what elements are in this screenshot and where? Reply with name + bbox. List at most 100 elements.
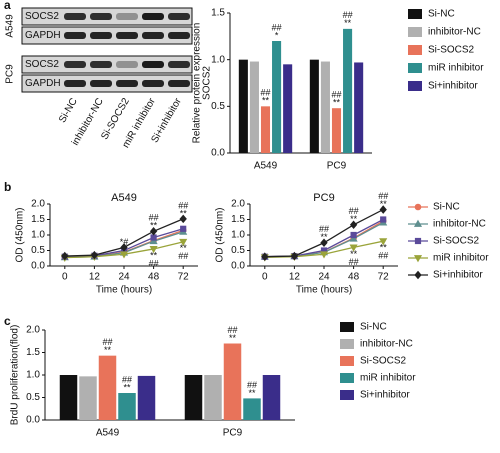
legend-swatch: [408, 81, 422, 91]
marker: [61, 251, 69, 261]
significance-label: **: [333, 98, 341, 108]
marker: [261, 252, 269, 261]
significance-label: **: [248, 388, 256, 398]
y-tick-label: 1.0: [26, 370, 40, 381]
marker: [414, 237, 422, 245]
significance-label: ##: [378, 251, 388, 261]
blot-band: [168, 32, 190, 39]
legend-swatch: [340, 356, 354, 366]
y-tick-label: 2.0: [231, 199, 245, 210]
significance-label: ##: [260, 88, 270, 98]
bar: [260, 106, 271, 153]
blot-band: [116, 32, 138, 39]
x-tick-label: 48: [148, 272, 160, 283]
y-tick-label: 1.5: [31, 214, 45, 225]
bar: [343, 28, 353, 153]
marker: [180, 225, 187, 232]
significance-label: **: [180, 208, 188, 218]
blot-band: [90, 80, 112, 87]
significance-label: **: [350, 249, 358, 259]
blot-band: [90, 13, 112, 20]
panel-label: c: [4, 314, 11, 328]
y-axis-label: OD (450nm): [215, 207, 226, 262]
chart-title: A549: [111, 192, 137, 204]
bar: [283, 64, 293, 153]
marker: [150, 234, 157, 241]
significance-label: ##: [378, 191, 388, 201]
significance-label: ##: [122, 374, 132, 384]
significance-label: ##: [319, 224, 329, 234]
legend-label: inhibitor-NC: [360, 339, 413, 350]
blot-band: [64, 61, 86, 68]
marker: [413, 255, 423, 263]
legend-swatch: [340, 373, 354, 383]
x-tick-label: 24: [318, 272, 330, 283]
legend-label: Si-NC: [433, 202, 460, 213]
marker: [179, 214, 187, 224]
y-tick-label: 1.5: [231, 214, 245, 225]
marker: [119, 251, 129, 259]
significance-label: **: [344, 18, 352, 28]
bar: [79, 376, 97, 420]
marker: [349, 234, 358, 242]
blot-row-label: GAPDH: [25, 30, 61, 41]
y-tick-label: 1.0: [31, 230, 45, 241]
y-axis-label: Relative protein expression: [192, 23, 203, 144]
x-tick-label: 72: [178, 272, 190, 283]
significance-label: **: [350, 214, 358, 224]
y-tick-label: 0.5: [231, 245, 245, 256]
significance-label: **: [150, 221, 158, 231]
significance-label: **: [380, 199, 388, 209]
legend-swatch: [340, 390, 354, 400]
y-tick-label: 2.0: [31, 199, 45, 210]
bar: [204, 375, 222, 420]
significance-label: **: [229, 333, 237, 343]
y-tick-label: 1.5: [211, 8, 225, 19]
blot-band: [116, 61, 138, 68]
marker: [350, 231, 357, 239]
blot-band: [64, 13, 86, 20]
significance-label: *: [275, 30, 279, 40]
significance-label: *#: [120, 237, 129, 247]
marker: [290, 251, 299, 261]
legend-label: Si-SOCS2: [433, 236, 480, 247]
blot-band: [168, 61, 190, 68]
panel-label: b: [4, 180, 11, 194]
legend-label: inhibitor-NC: [433, 219, 486, 230]
marker: [149, 236, 158, 245]
blot-band: [116, 80, 138, 87]
lane-label: Si-NC: [57, 96, 80, 125]
legend-label: Si+inhibitor: [433, 270, 483, 281]
marker: [380, 216, 387, 223]
blot-row-label: SOCS2: [25, 59, 59, 70]
significance-label: **: [150, 250, 158, 260]
bar: [331, 108, 342, 153]
legend-label: miR inhibitor: [360, 373, 416, 384]
cell-line-label: A549: [5, 14, 16, 38]
bar: [262, 375, 281, 420]
bar: [320, 61, 330, 153]
blot-band: [116, 13, 138, 20]
blot-band: [142, 13, 164, 20]
legend-label: miR inhibitor: [428, 63, 484, 74]
blot-row-label: GAPDH: [25, 78, 61, 89]
bar: [184, 375, 203, 420]
significance-label: ##: [227, 325, 237, 335]
y-tick-label: 1.5: [26, 347, 40, 358]
legend-label: Si-NC: [428, 9, 455, 20]
blot-band: [90, 32, 112, 39]
blot-band: [64, 80, 86, 87]
significance-label: **: [262, 96, 270, 106]
marker: [349, 220, 358, 230]
bar: [272, 41, 282, 153]
x-tick-label: 0: [62, 272, 68, 283]
legend-label: Si-SOCS2: [360, 356, 407, 367]
legend-label: miR inhibitor: [433, 253, 489, 264]
y-tick-label: 0.0: [231, 261, 245, 272]
marker: [320, 238, 328, 248]
legend-label: inhibitor-NC: [428, 27, 481, 38]
x-tick-label: A549: [96, 428, 120, 439]
legend-swatch: [408, 27, 422, 37]
significance-label: ##: [349, 206, 359, 216]
cell-line-label: PC9: [5, 64, 16, 84]
